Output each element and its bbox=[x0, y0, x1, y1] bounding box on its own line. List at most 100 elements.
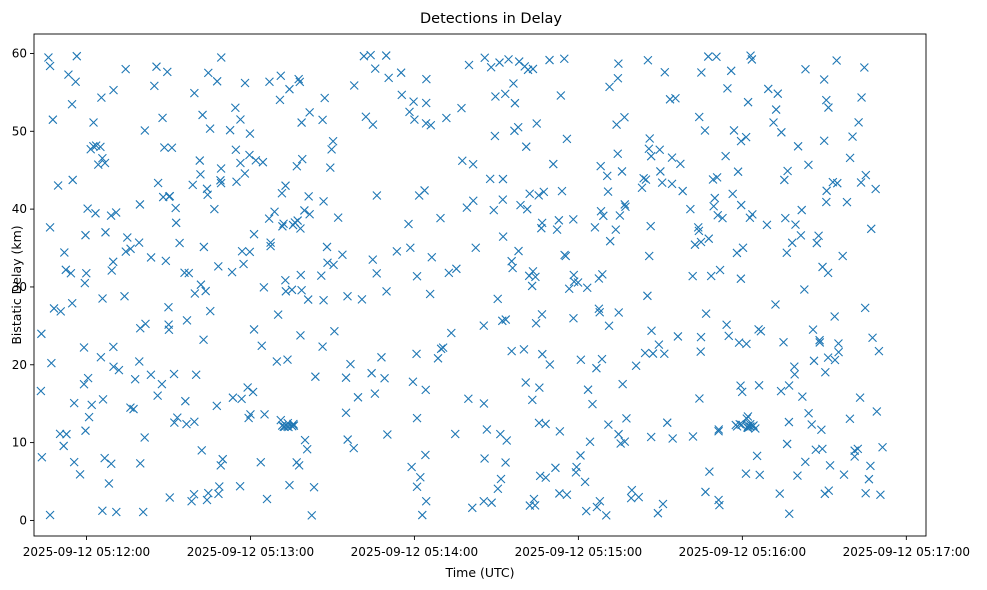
scatter-point bbox=[868, 333, 877, 343]
scatter-point bbox=[68, 175, 78, 185]
scatter-point bbox=[808, 325, 818, 334]
scatter-point bbox=[659, 349, 669, 359]
scatter-point bbox=[733, 167, 743, 177]
scatter-point bbox=[501, 315, 511, 324]
scatter-point bbox=[714, 495, 723, 505]
scatter-point bbox=[325, 163, 335, 173]
scatter-point bbox=[463, 394, 473, 404]
scatter-point bbox=[514, 246, 523, 256]
scatter-point bbox=[245, 150, 254, 160]
scatter-point bbox=[318, 115, 327, 125]
scatter-point bbox=[736, 274, 746, 284]
scatter-point bbox=[641, 175, 651, 185]
scatter-point bbox=[46, 358, 56, 368]
scatter-point bbox=[225, 125, 235, 135]
scatter-point bbox=[736, 381, 745, 391]
scatter-point bbox=[545, 360, 555, 369]
scatter-point bbox=[171, 218, 181, 228]
scatter-point bbox=[620, 112, 629, 122]
scatter-point bbox=[232, 177, 241, 187]
scatter-point bbox=[471, 243, 481, 253]
scatter-point bbox=[140, 126, 150, 135]
scatter-point bbox=[164, 192, 174, 202]
x-tick-label: 2025-09-12 05:13:00 bbox=[187, 545, 314, 559]
scatter-point bbox=[604, 420, 613, 430]
scatter-point bbox=[709, 201, 719, 211]
scatter-point bbox=[602, 171, 612, 181]
scatter-point bbox=[426, 120, 436, 130]
scatter-point bbox=[199, 242, 209, 252]
scatter-point bbox=[782, 439, 792, 449]
scatter-point bbox=[605, 82, 614, 92]
scatter-point bbox=[289, 419, 298, 429]
scatter-point bbox=[654, 340, 664, 350]
scatter-point bbox=[126, 244, 135, 254]
scatter-point bbox=[98, 395, 108, 404]
scatter-point bbox=[569, 313, 578, 323]
scatter-point bbox=[270, 207, 279, 217]
scatter-point bbox=[866, 461, 875, 471]
scatter-point bbox=[296, 224, 305, 233]
scatter-point bbox=[773, 89, 783, 99]
scatter-point bbox=[203, 68, 213, 78]
scatter-point bbox=[272, 357, 282, 366]
scatter-point bbox=[784, 417, 794, 427]
scatter-point bbox=[741, 469, 751, 479]
scatter-point bbox=[109, 362, 118, 372]
scatter-point bbox=[346, 359, 355, 369]
scatter-point bbox=[551, 463, 560, 473]
scatter-point bbox=[303, 295, 313, 304]
scatter-point bbox=[405, 107, 414, 117]
scatter-point bbox=[182, 419, 191, 429]
scatter-point bbox=[281, 421, 291, 431]
scatter-point bbox=[495, 58, 504, 67]
scatter-point bbox=[189, 88, 199, 98]
scatter-point bbox=[527, 395, 537, 405]
scatter-point bbox=[228, 393, 238, 403]
scatter-point bbox=[647, 326, 656, 336]
scatter-point bbox=[721, 151, 731, 161]
scatter-point bbox=[146, 253, 156, 262]
scatter-point bbox=[668, 434, 678, 443]
scatter-point bbox=[597, 269, 607, 279]
scatter-point bbox=[723, 84, 732, 93]
scatter-point bbox=[323, 258, 332, 268]
scatter-point bbox=[791, 220, 800, 229]
scatter-point bbox=[457, 103, 466, 113]
scatter-point bbox=[620, 437, 630, 446]
scatter-point bbox=[167, 143, 177, 153]
scatter-point bbox=[572, 462, 581, 472]
scatter-point bbox=[820, 489, 830, 499]
x-tick-label: 2025-09-12 05:16:00 bbox=[679, 545, 806, 559]
scatter-point bbox=[56, 306, 66, 316]
scatter-point bbox=[819, 75, 829, 84]
scatter-point bbox=[528, 266, 538, 276]
scatter-point bbox=[83, 204, 93, 214]
scatter-point bbox=[604, 321, 614, 331]
scatter-point bbox=[535, 471, 545, 481]
scatter-point bbox=[622, 414, 631, 423]
scatter-point bbox=[292, 457, 302, 467]
scatter-point bbox=[135, 458, 145, 468]
scatter-point bbox=[779, 337, 788, 347]
scatter-point bbox=[793, 141, 803, 151]
scatter-point bbox=[562, 490, 572, 500]
scatter-point bbox=[541, 473, 551, 483]
scatter-point bbox=[235, 481, 245, 491]
y-tick-label: 40 bbox=[12, 202, 27, 216]
scatter-point bbox=[569, 277, 579, 287]
scatter-point bbox=[742, 339, 751, 349]
scatter-point bbox=[109, 85, 118, 95]
scatter-point bbox=[237, 394, 246, 404]
scatter-point bbox=[617, 167, 627, 176]
scatter-point bbox=[646, 432, 656, 442]
scatter-point bbox=[231, 145, 241, 155]
scatter-point bbox=[259, 282, 269, 292]
scatter-point bbox=[726, 66, 736, 76]
scatter-point bbox=[804, 408, 813, 418]
scatter-point bbox=[797, 205, 807, 215]
scatter-point bbox=[742, 414, 752, 424]
scatter-point bbox=[240, 169, 250, 178]
scatter-point bbox=[527, 281, 537, 291]
scatter-point bbox=[743, 423, 752, 432]
